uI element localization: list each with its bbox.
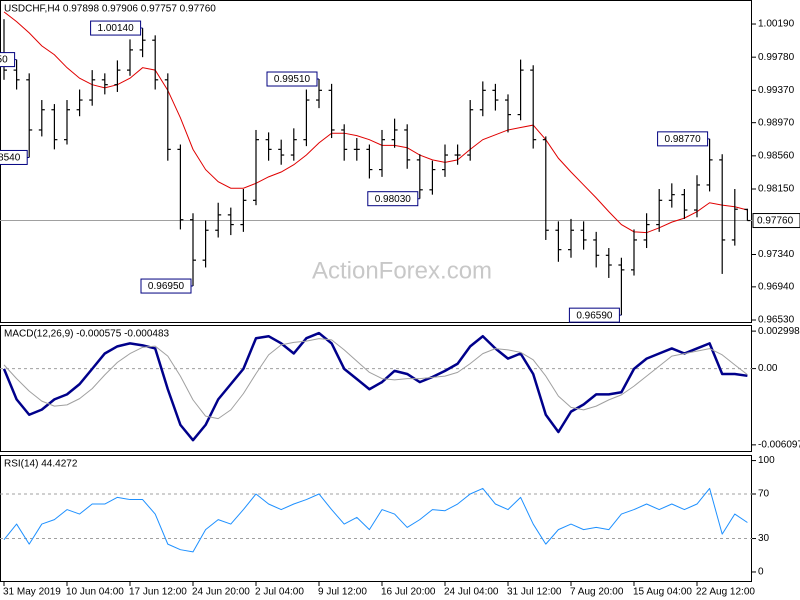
- panel-title: MACD(12,26,9) -0.000575 -0.000483: [4, 329, 170, 340]
- y-tick-label: 0.98150: [758, 184, 795, 195]
- panel-frame: [0, 455, 752, 582]
- y-tick-label: 100: [758, 455, 775, 466]
- y-tick-label: 0.002998: [758, 326, 800, 337]
- y-tick-label: 0.98560: [758, 150, 795, 161]
- y-tick-label: -0.006097: [758, 439, 800, 450]
- current-price-box: [752, 213, 800, 229]
- x-tick-label: 15 Aug 04:00: [633, 587, 692, 598]
- annotation-label: 0.96590: [576, 310, 613, 321]
- moving-average: [3, 11, 748, 234]
- panel-frame: [0, 325, 752, 452]
- x-tick-label: 24 Jun 20:00: [192, 587, 250, 598]
- x-tick-label: 22 Aug 12:00: [696, 587, 755, 598]
- indicator-line: [2, 331, 748, 442]
- x-tick-label: 9 Jul 12:00: [318, 587, 367, 598]
- annotation-box: [568, 307, 620, 323]
- x-tick-label: 31 Jul 12:00: [507, 587, 562, 598]
- y-tick-label: 30: [758, 533, 770, 544]
- y-tick-label: 0.97340: [758, 249, 795, 260]
- panel-title: USDCHF,H4 0.97898 0.97906 0.97757 0.9776…: [4, 4, 216, 15]
- indicator-line: [3, 338, 748, 420]
- x-tick-label: 17 Jun 12:00: [129, 587, 187, 598]
- x-tick-label: 31 May 2019: [3, 587, 61, 598]
- annotation-label: 0.99510: [274, 74, 311, 85]
- x-tick-label: 16 Jul 20:00: [381, 587, 436, 598]
- watermark: ActionForex.com: [312, 257, 492, 284]
- panel-title: RSI(14) 44.4272: [4, 459, 78, 470]
- y-tick-label: 0.96530: [758, 315, 795, 326]
- annotation-label: 0.96950: [148, 281, 185, 292]
- annotation-label: 1.00140: [98, 23, 135, 34]
- y-tick-label: 0.98970: [758, 117, 795, 128]
- x-tick-label: 7 Aug 20:00: [570, 587, 624, 598]
- indicator-line: [3, 487, 748, 553]
- annotation-label: 0.98770: [665, 134, 702, 145]
- y-tick-label: 0.96940: [758, 281, 795, 292]
- annotation-box: [657, 131, 709, 147]
- annotation-label: 0.98540: [0, 153, 21, 164]
- y-tick-label: 0: [758, 567, 764, 578]
- annotation-box: [266, 71, 318, 87]
- y-tick-label: 0.99370: [758, 85, 795, 96]
- y-tick-label: 70: [758, 489, 770, 500]
- annotation-box: [140, 278, 192, 294]
- y-tick-label: 0.00: [758, 363, 778, 374]
- x-tick-label: 24 Jul 04:00: [444, 587, 499, 598]
- annotation-label: 0.98030: [375, 194, 412, 205]
- y-tick-label: 0.99780: [758, 52, 795, 63]
- current-price-label: 0.97760: [757, 216, 794, 227]
- annotation-box: [90, 20, 142, 36]
- annotation-box: [367, 191, 419, 207]
- annotation-box: [0, 149, 28, 165]
- x-tick-label: 2 Jul 04:00: [255, 587, 304, 598]
- annotation-label: 0.99750: [0, 55, 8, 66]
- annotation-box: [0, 52, 16, 68]
- y-tick-label: 1.00190: [758, 19, 795, 30]
- x-tick-label: 10 Jun 04:00: [66, 587, 124, 598]
